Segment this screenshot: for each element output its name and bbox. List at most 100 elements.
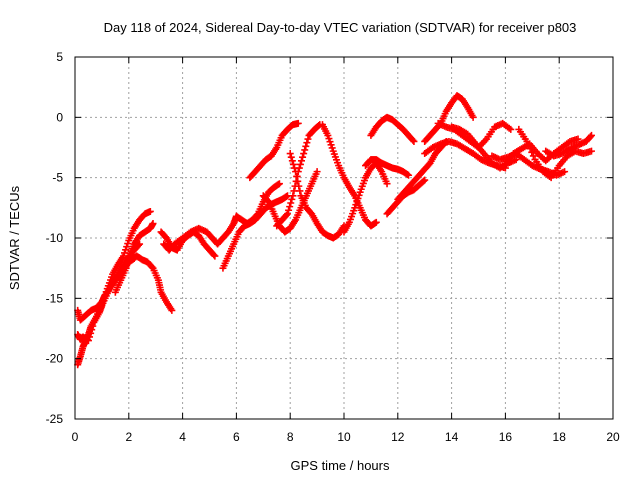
data-point [574, 135, 582, 143]
data-point-interp [253, 211, 261, 219]
data-point [372, 218, 380, 226]
data-point [561, 168, 569, 176]
data-point [289, 192, 297, 200]
data-point-interp [123, 243, 131, 251]
data-point [275, 180, 283, 188]
data-point-interp [302, 142, 310, 150]
data-point-interp [287, 199, 295, 207]
data-point-interp [525, 141, 533, 149]
data-point-interp [288, 195, 296, 203]
data-point-interp [295, 182, 303, 190]
data-point [512, 156, 520, 164]
x-tick-label: 8 [287, 430, 294, 444]
data-point [421, 176, 429, 184]
x-tick-label: 0 [72, 430, 79, 444]
data-point [587, 147, 595, 155]
x-tick-label: 20 [606, 430, 620, 444]
x-tick-label: 10 [337, 430, 351, 444]
data-point-interp [420, 177, 428, 185]
data-point [84, 337, 92, 345]
grid [75, 57, 613, 419]
data-point-interp [354, 194, 362, 202]
series-arc13 [286, 150, 348, 242]
x-tick-label: 12 [391, 430, 405, 444]
data-point-interp [299, 153, 307, 161]
data-point [324, 131, 332, 139]
data-point [211, 252, 219, 260]
x-tick-label: 6 [233, 430, 240, 444]
data-point [410, 137, 418, 145]
data-point-interp [296, 187, 304, 195]
series-arc16 [362, 156, 413, 179]
data-point-interp [290, 187, 298, 195]
data-point [168, 306, 176, 314]
series-arc15 [340, 159, 391, 236]
x-tick-label: 4 [179, 430, 186, 444]
data-point-interp [301, 146, 309, 154]
data-point [383, 180, 391, 188]
data-point-interp [148, 263, 156, 271]
data-point-interp [287, 153, 295, 161]
data-point-interp [86, 333, 94, 341]
series-arc5 [127, 252, 176, 314]
data-point-interp [122, 246, 130, 254]
data-point [523, 137, 531, 145]
data-point-interp [297, 157, 305, 165]
data-point-interp [304, 135, 312, 143]
data-points [74, 92, 595, 369]
y-tick-label: -5 [52, 171, 63, 185]
y-tick-label: 0 [56, 110, 63, 124]
series-arc4 [111, 220, 157, 296]
data-point [146, 207, 154, 215]
x-tick-label: 2 [125, 430, 132, 444]
data-point [286, 150, 294, 158]
data-point-interp [353, 198, 361, 206]
series-arc7 [160, 212, 240, 254]
series-arc18 [383, 176, 429, 218]
y-tick-label: -20 [46, 352, 64, 366]
data-point [587, 131, 595, 139]
series-arc27 [542, 131, 595, 160]
data-point-interp [586, 133, 594, 141]
data-point-interp [89, 322, 97, 330]
data-point [300, 150, 308, 158]
data-point-interp [326, 138, 334, 146]
data-point-interp [352, 201, 360, 209]
data-point-interp [327, 141, 335, 149]
data-point [313, 168, 321, 176]
data-point-interp [285, 206, 293, 214]
x-tick-label: 14 [445, 430, 459, 444]
data-point-interp [526, 145, 534, 153]
series-arc10 [246, 119, 302, 182]
data-point-interp [291, 164, 299, 172]
data-point-interp [210, 251, 218, 259]
y-axis-label: SDTVAR / TECUs [7, 185, 22, 290]
data-point [284, 210, 292, 218]
data-point-interp [328, 144, 336, 152]
y-tick-label: -25 [46, 412, 64, 426]
data-point-interp [296, 160, 304, 168]
series-arc17 [367, 113, 418, 145]
series-arc12 [273, 121, 324, 230]
data-point [507, 125, 515, 133]
x-tick-label: 16 [499, 430, 513, 444]
data-point-interp [286, 203, 294, 211]
data-point-interp [303, 139, 311, 147]
data-point-interp [315, 122, 323, 130]
data-point-interp [325, 135, 333, 143]
data-point-interp [264, 197, 272, 205]
x-tick-label: 18 [553, 430, 567, 444]
data-point [294, 119, 302, 127]
series-arc19 [394, 137, 450, 203]
data-point [351, 204, 359, 212]
data-point-interp [294, 177, 302, 185]
y-tick-label: -10 [46, 231, 64, 245]
x-axis-label: GPS time / hours [291, 458, 390, 473]
data-point-interp [288, 157, 296, 165]
series-arc26 [515, 125, 595, 182]
data-point [405, 171, 413, 179]
axis-ticks: 0 2 4 6 8 10 12 14 16 18 20 5 0 -5 -10 -15 -20 -25 [46, 50, 620, 444]
chart-title: Day 118 of 2024, Sidereal Day-to-day VTE… [104, 20, 577, 35]
data-point-interp [87, 329, 95, 337]
